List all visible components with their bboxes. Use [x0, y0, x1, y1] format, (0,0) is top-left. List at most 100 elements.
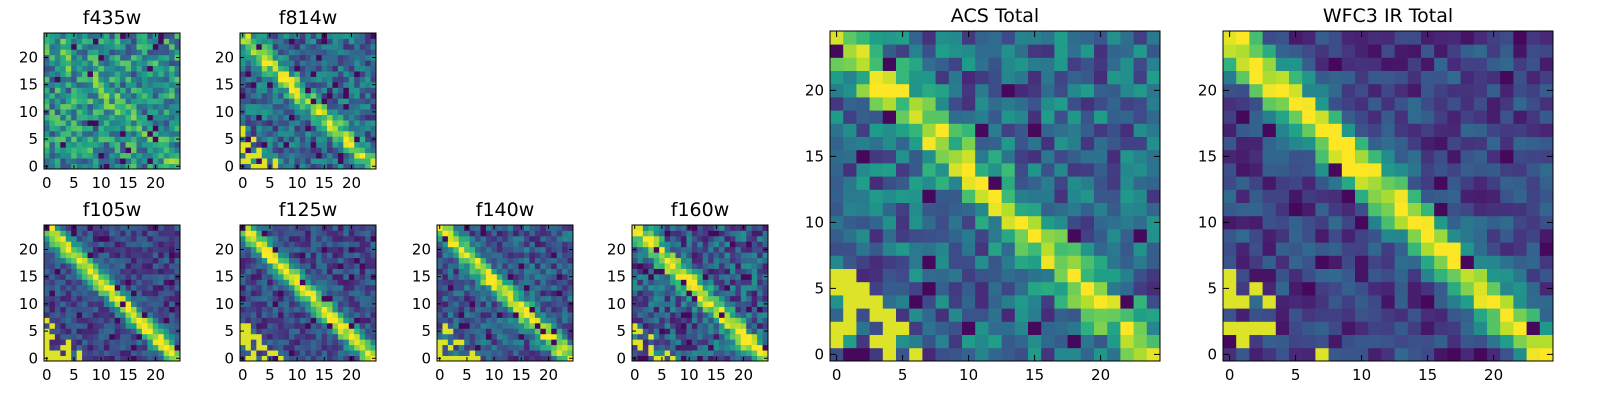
- heatmap-cell: [65, 284, 72, 291]
- heatmap-cell: [305, 152, 312, 159]
- heatmap-cell: [60, 103, 67, 110]
- heatmap-cell: [65, 235, 72, 242]
- heatmap-cell: [1355, 295, 1369, 309]
- heatmap-cell: [724, 322, 731, 329]
- heatmap-cell: [305, 92, 312, 99]
- heatmap-cell: [496, 301, 503, 307]
- heatmap-cell: [1355, 176, 1369, 190]
- heatmap-cell: [524, 273, 530, 280]
- heatmap-cell: [54, 241, 61, 248]
- heatmap-cell: [174, 350, 181, 356]
- heatmap-cell: [762, 333, 769, 340]
- heatmap-cell: [125, 339, 132, 346]
- heatmap-cell: [288, 130, 295, 137]
- heatmap-cell: [343, 43, 350, 50]
- heatmap-cell: [343, 263, 350, 269]
- heatmap-cell: [1487, 229, 1501, 243]
- heatmap-cell: [491, 350, 498, 356]
- heatmap-cell: [556, 350, 563, 356]
- heatmap-cell: [348, 65, 355, 72]
- heatmap-cell: [305, 355, 312, 362]
- heatmap-cell: [691, 257, 698, 264]
- heatmap-cell: [909, 281, 923, 296]
- heatmap-cell: [283, 312, 290, 318]
- heatmap-cell: [659, 252, 666, 259]
- heatmap-cell: [321, 114, 328, 121]
- heatmap-cell: [103, 350, 110, 356]
- heatmap-cell: [136, 120, 143, 126]
- heatmap-cell: [92, 263, 99, 269]
- heatmap-cell: [245, 125, 252, 132]
- heatmap-cell: [245, 120, 252, 126]
- heatmap-cell: [305, 246, 312, 253]
- heatmap-cell: [54, 103, 61, 110]
- heatmap-cell: [1407, 176, 1422, 190]
- heatmap-cell: [469, 257, 476, 264]
- heatmap-cell: [534, 301, 541, 307]
- heatmap-cell: [1381, 229, 1395, 243]
- heatmap-cell: [464, 339, 471, 346]
- heatmap-cell: [896, 242, 910, 256]
- heatmap-cell: [87, 130, 94, 137]
- heatmap-cell: [513, 317, 519, 324]
- heatmap-cell: [141, 273, 148, 280]
- heatmap-cell: [337, 60, 344, 67]
- heatmap-cell: [1014, 176, 1029, 190]
- heatmap-cell: [729, 235, 736, 242]
- heatmap-cell: [1487, 163, 1501, 177]
- heatmap-cell: [92, 109, 99, 115]
- heatmap-cell: [935, 334, 950, 349]
- heatmap-cell: [109, 246, 116, 253]
- heatmap-cell: [735, 241, 742, 248]
- heatmap-cell: [71, 268, 78, 275]
- heatmap-cell: [158, 257, 165, 264]
- heatmap-cell: [174, 284, 181, 291]
- heatmap-cell: [1289, 268, 1303, 283]
- heatmap-cell: [458, 268, 465, 275]
- heatmap-cell: [348, 263, 355, 269]
- heatmap-cell: [158, 136, 165, 143]
- heatmap-cell: [278, 246, 284, 253]
- heatmap-cell: [909, 334, 923, 349]
- heatmap-cell: [359, 136, 366, 143]
- heatmap-cell: [278, 273, 284, 280]
- heatmap-cell: [675, 312, 682, 318]
- heatmap-cell: [1133, 281, 1148, 296]
- heatmap-cell: [675, 279, 682, 286]
- heatmap-cell: [513, 284, 519, 291]
- heatmap-cell: [724, 317, 731, 324]
- heatmap-cell: [1355, 308, 1369, 322]
- heatmap-cell: [267, 241, 274, 248]
- heatmap-cell: [125, 92, 132, 99]
- heatmap-cell: [518, 328, 525, 335]
- heatmap-cell: [316, 38, 322, 45]
- axes-frame: [239, 32, 377, 170]
- heatmap-cell: [114, 225, 121, 231]
- heatmap-cell: [327, 33, 333, 39]
- heatmap-cell: [114, 355, 121, 362]
- heatmap-cell: [562, 312, 568, 318]
- heatmap-cell: [697, 284, 704, 291]
- heatmap-cell: [1421, 202, 1435, 217]
- heatmap-cell: [1289, 281, 1303, 296]
- heatmap-cell: [272, 87, 279, 94]
- heatmap-cell: [562, 322, 568, 329]
- heatmap-cell: [71, 158, 78, 164]
- heatmap-cell: [103, 109, 110, 115]
- heatmap-cell: [513, 235, 519, 242]
- heatmap-cell: [365, 263, 371, 269]
- heatmap-cell: [321, 263, 328, 269]
- heatmap-cell: [305, 279, 312, 286]
- heatmap-cell: [713, 268, 720, 275]
- heatmap-cell: [141, 81, 148, 88]
- heatmap-cell: [54, 158, 61, 164]
- heatmap-cell: [740, 268, 747, 275]
- heatmap-cell: [76, 120, 83, 126]
- heatmap-cell: [278, 43, 284, 50]
- heatmap-cell: [76, 87, 83, 94]
- heatmap-cell: [299, 230, 306, 237]
- heatmap-cell: [332, 33, 339, 39]
- heatmap-cell: [147, 65, 154, 72]
- heatmap-cell: [131, 87, 137, 94]
- heatmap-cell: [370, 284, 377, 291]
